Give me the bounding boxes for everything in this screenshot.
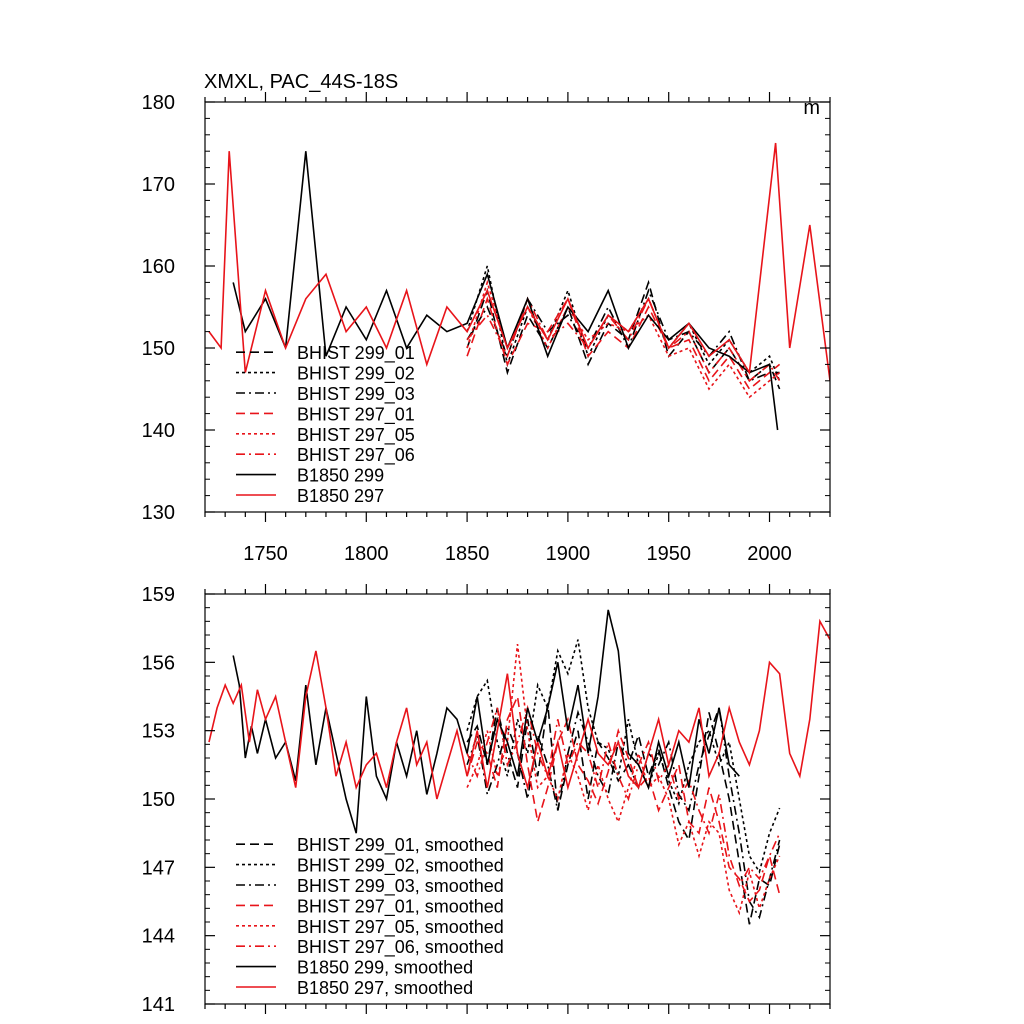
- legend-entry: BHIST 297_01, smoothed: [297, 896, 504, 917]
- legend-entry: B1850 299: [297, 466, 384, 486]
- legend-entry: BHIST 299_03, smoothed: [297, 876, 504, 897]
- legend-entry: BHIST 299_02: [297, 364, 415, 385]
- legend-entry: BHIST 297_05: [297, 425, 415, 446]
- series-line-0: [466, 703, 781, 925]
- series-line-1: [466, 265, 781, 382]
- series-line-6: [232, 609, 740, 834]
- plot-area: [208, 609, 830, 925]
- x-tick-label: 1850: [445, 543, 490, 565]
- legend-entry: BHIST 297_06, smoothed: [297, 937, 504, 958]
- legend-entry: BHIST 299_02, smoothed: [297, 856, 504, 877]
- legend-entry: B1850 299, smoothed: [297, 958, 473, 978]
- top-panel: 130 140 150 160 170 180 1750 1800 1850 1900 1950 20…: [142, 92, 831, 565]
- series-line-4: [466, 644, 781, 916]
- series-line-5: [466, 296, 781, 382]
- y-tick-label: 140: [142, 420, 175, 442]
- y-tick-label: 159: [142, 584, 175, 606]
- series-line-1: [466, 639, 781, 874]
- x-tick-label: 1950: [646, 543, 691, 565]
- y-tick-label: 180: [142, 92, 175, 114]
- series-line-7: [208, 618, 830, 800]
- series-line-3: [466, 296, 781, 391]
- series-line-5: [466, 704, 781, 888]
- y-tick-label: 156: [142, 652, 175, 674]
- legend-entry: B1850 297: [297, 486, 384, 506]
- bottom-panel: 141 144 147 150 153 156 159 BHIST 299_01, smoot…: [142, 584, 831, 1016]
- legend-entry: BHIST 299_01, smoothed: [297, 835, 504, 856]
- y-tick-label: 160: [142, 256, 175, 278]
- figure-title: XMXL, PAC_44S-18S: [204, 71, 398, 93]
- legend-entry: BHIST 299_03: [297, 384, 415, 405]
- y-tick-label: 153: [142, 721, 175, 743]
- y-tick-label: 170: [142, 174, 175, 196]
- figure-units: m: [803, 97, 820, 119]
- y-tick-label: 144: [142, 926, 175, 948]
- plot-area: [208, 142, 830, 431]
- y-tick-label: 150: [142, 789, 175, 811]
- legend-entry: BHIST 297_01: [297, 404, 415, 425]
- y-tick-label: 150: [142, 338, 175, 360]
- x-tick-label: 1750: [243, 543, 288, 565]
- x-tick-label: 1900: [546, 543, 591, 565]
- series-line-3: [466, 693, 781, 903]
- x-tick-label: 1800: [344, 543, 389, 565]
- series-line-7: [208, 142, 830, 381]
- legend-entry: BHIST 299_01: [297, 343, 415, 364]
- legend-entry: BHIST 297_05, smoothed: [297, 917, 504, 938]
- legend-entry: B1850 297, smoothed: [297, 978, 473, 998]
- plot-frame: [204, 101, 831, 513]
- legend-entry: BHIST 297_06: [297, 445, 415, 466]
- series-line-2: [466, 707, 781, 920]
- x-tick-label: 2000: [747, 543, 792, 565]
- y-tick-label: 141: [142, 994, 175, 1016]
- y-tick-label: 147: [142, 857, 175, 879]
- y-tick-label: 130: [142, 502, 175, 524]
